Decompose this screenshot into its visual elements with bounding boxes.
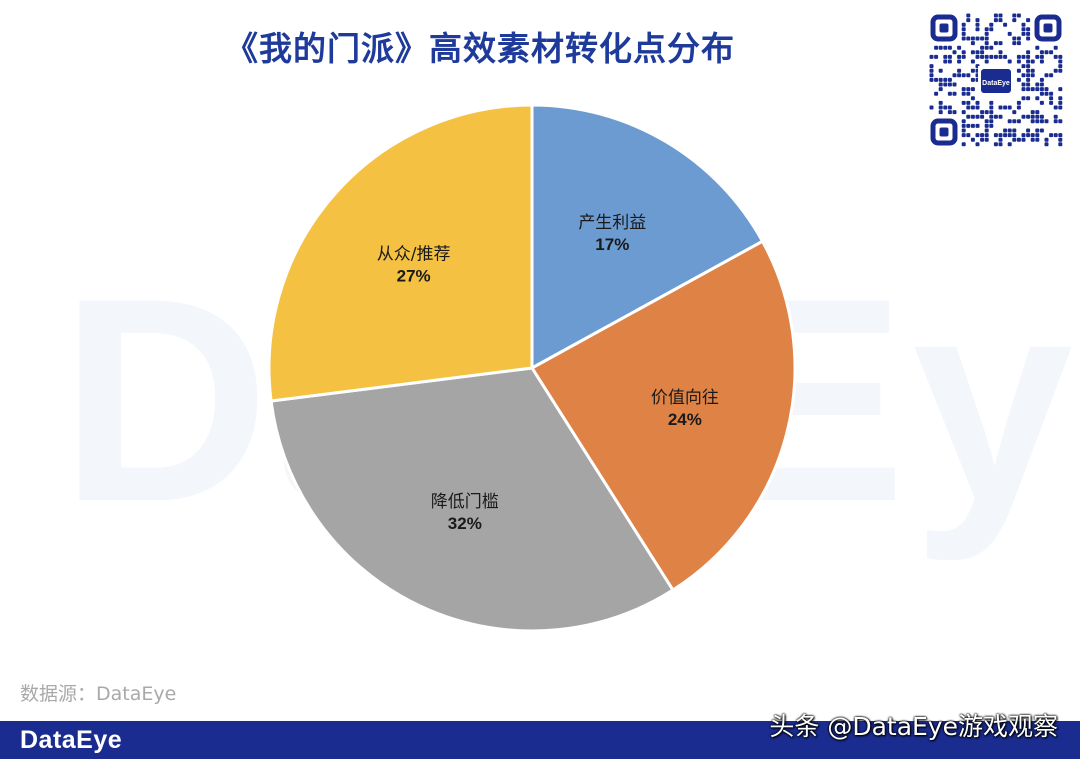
slice-label-1: 产生利益 xyxy=(578,213,646,233)
slice-value-3: 32% xyxy=(448,514,482,533)
qr-center-badge: DataEye xyxy=(982,80,1010,87)
footer-logo: DataEye xyxy=(20,726,123,754)
footer-bar xyxy=(0,721,1080,759)
slice-value-4: 27% xyxy=(397,267,431,286)
pie-slice-2 xyxy=(530,239,797,592)
slice-label-4: 从众/推荐 xyxy=(377,245,451,265)
pie-slice-3 xyxy=(269,366,675,633)
slice-label-2: 价值向往 xyxy=(651,388,719,408)
slice-value-2: 24% xyxy=(668,410,702,429)
slice-label-3: 降低门槛 xyxy=(431,492,499,512)
qr-code[interactable]: DataEye xyxy=(928,12,1064,148)
slice-value-1: 17% xyxy=(595,235,629,254)
chart-title: 《我的门派》高效素材转化点分布 xyxy=(225,29,735,68)
source-note: 数据源：DataEye xyxy=(20,683,177,705)
pie-slice-1 xyxy=(530,103,764,370)
pie-slice-4 xyxy=(267,103,534,403)
credit-watermark: 头条 @DataEye游戏观察 xyxy=(769,712,1058,741)
